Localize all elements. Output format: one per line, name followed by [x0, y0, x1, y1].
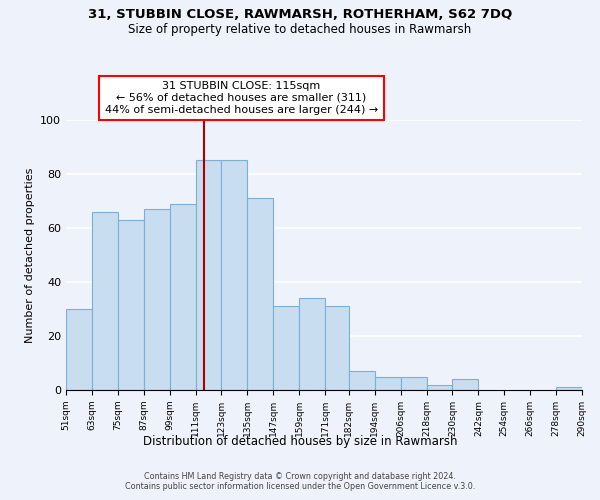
Bar — [170, 204, 196, 390]
Bar — [66, 309, 92, 390]
Text: Contains HM Land Registry data © Crown copyright and database right 2024.: Contains HM Land Registry data © Crown c… — [144, 472, 456, 481]
Y-axis label: Number of detached properties: Number of detached properties — [25, 168, 35, 342]
Bar — [325, 306, 349, 390]
Text: 31 STUBBIN CLOSE: 115sqm
← 56% of detached houses are smaller (311)
44% of semi-: 31 STUBBIN CLOSE: 115sqm ← 56% of detach… — [105, 82, 378, 114]
Text: 31, STUBBIN CLOSE, RAWMARSH, ROTHERHAM, S62 7DQ: 31, STUBBIN CLOSE, RAWMARSH, ROTHERHAM, … — [88, 8, 512, 20]
Bar — [349, 371, 375, 390]
Bar — [299, 298, 325, 390]
Bar — [273, 306, 299, 390]
Bar — [118, 220, 144, 390]
Bar — [401, 376, 427, 390]
Bar — [144, 209, 170, 390]
Text: Contains public sector information licensed under the Open Government Licence v.: Contains public sector information licen… — [125, 482, 475, 491]
Text: Distribution of detached houses by size in Rawmarsh: Distribution of detached houses by size … — [143, 435, 457, 448]
Bar — [92, 212, 118, 390]
Bar — [427, 384, 452, 390]
Bar — [247, 198, 273, 390]
Bar — [375, 376, 401, 390]
Bar — [556, 388, 582, 390]
Bar — [196, 160, 221, 390]
Bar — [452, 379, 478, 390]
Bar — [221, 160, 247, 390]
Text: Size of property relative to detached houses in Rawmarsh: Size of property relative to detached ho… — [128, 22, 472, 36]
